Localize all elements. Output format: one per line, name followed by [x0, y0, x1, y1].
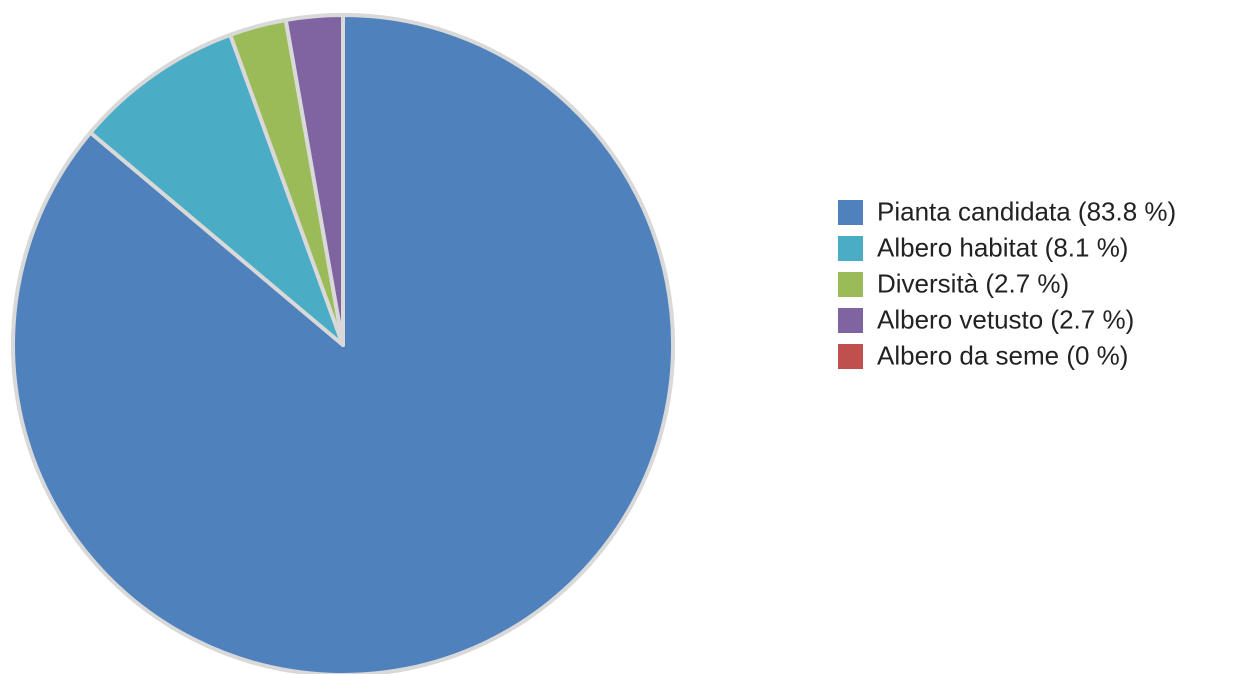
legend-swatch	[838, 308, 863, 333]
legend-label: Albero vetusto (2.7 %)	[877, 304, 1134, 334]
legend-label: Pianta candidata (83.8 %)	[877, 196, 1176, 226]
legend-item: Pianta candidata (83.8 %)	[838, 196, 1176, 226]
legend-item: Albero vetusto (2.7 %)	[838, 304, 1134, 334]
pie-slice-pianta-candidata	[11, 13, 675, 674]
legend-label: Albero habitat (8.1 %)	[877, 232, 1128, 262]
legend-label: Diversità (2.7 %)	[877, 268, 1069, 298]
pie-slices	[11, 13, 675, 674]
legend-item: Diversità (2.7 %)	[838, 268, 1069, 298]
legend-swatch	[838, 344, 863, 369]
legend-swatch	[838, 236, 863, 261]
legend-item: Albero da seme (0 %)	[838, 340, 1128, 370]
legend-swatch	[838, 272, 863, 297]
legend-item: Albero habitat (8.1 %)	[838, 232, 1128, 262]
pie-slice-albero-habitat	[88, 32, 345, 347]
pie-slice-albero-vetusto	[283, 13, 345, 347]
legend: Pianta candidata (83.8 %) Albero habitat …	[838, 196, 1176, 370]
legend-swatch	[838, 200, 863, 225]
legend-label: Albero da seme (0 %)	[877, 340, 1128, 370]
